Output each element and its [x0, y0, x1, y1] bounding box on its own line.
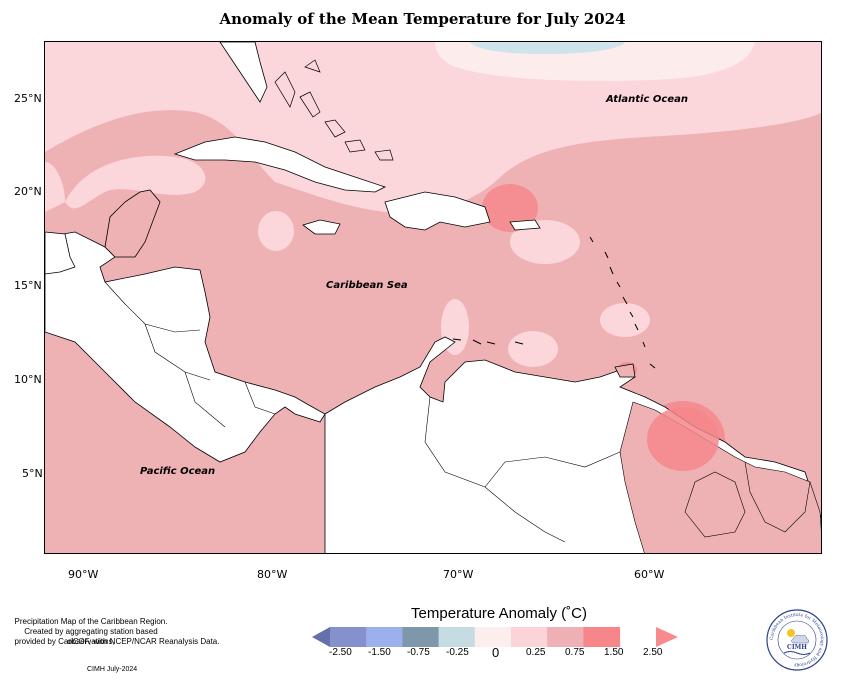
anomaly-spot-pr [510, 220, 580, 264]
legend-cell-7 [583, 627, 621, 647]
legend-colorbar [312, 627, 678, 647]
border-central-america [104, 281, 276, 428]
border-venezuela [424, 396, 621, 543]
lon-label-80w: 80°W [257, 568, 288, 581]
legend-cell-5 [511, 627, 548, 647]
legend-label-neg2.50: -2.50 [329, 647, 352, 658]
land-florida [219, 42, 268, 103]
legend-label-neg1.50: -1.50 [368, 647, 391, 658]
lon-label-60w: 60°W [634, 568, 665, 581]
anomaly-hotspot-hispaniola [482, 184, 538, 232]
anomaly-spot-margarita [508, 331, 558, 367]
land-jamaica [302, 219, 341, 235]
lat-label-20n: 20°N [14, 185, 42, 198]
anomaly-zone-gulf [65, 155, 206, 209]
anomaly-zone-west [45, 162, 65, 212]
legend-arrow-left [312, 627, 330, 647]
legend-label-0.25: 0.25 [526, 647, 546, 658]
lat-label-25n: 25°N [14, 92, 42, 105]
map-title: Anomaly of the Mean Temperature for July… [219, 10, 626, 28]
land-lesser-antilles [589, 236, 656, 369]
credit-text: CIMH July-2024 [87, 666, 138, 673]
cimh-logo: Caribbean Institute for Meteorology and … [766, 609, 828, 671]
lon-label-70w: 70°W [443, 568, 474, 581]
legend-cell-3 [438, 627, 476, 647]
logo-cloud-icon [791, 634, 809, 644]
logo-name: CIMH [787, 644, 807, 651]
label-pacific-ocean: Pacific Ocean [140, 466, 216, 477]
land-yucatan [104, 189, 161, 258]
legend-cell-0 [330, 627, 367, 647]
land-hispaniola [384, 191, 491, 231]
legend-label-0.75: 0.75 [565, 647, 585, 658]
legend-cell-1 [366, 627, 403, 647]
anomaly-zone-north [45, 42, 821, 214]
note-line-2: Created by aggregating station based obs… [24, 627, 158, 646]
legend-label-0: 0 [492, 645, 500, 660]
legend-label-neg0.75: -0.75 [407, 647, 430, 658]
anomaly-spot-lesser-antilles [600, 303, 650, 337]
border-suriname [744, 461, 811, 533]
anomaly-hotspot-guyana-land [647, 407, 719, 471]
logo-sun-icon [787, 629, 795, 637]
note-line-3: provided by CariCOF, with NCEP/NCAR Rean… [14, 637, 220, 646]
map-panel [44, 41, 822, 554]
legend-arrow-right [656, 627, 678, 647]
land-mexico-west [45, 231, 76, 275]
border-guyana [684, 471, 746, 538]
legend-cell-4 [474, 627, 512, 647]
legend-cell-6 [547, 627, 584, 647]
legend-label-1.50: 1.50 [604, 647, 624, 658]
anomaly-spot-jamaica [258, 211, 294, 251]
lat-label-15n: 15°N [14, 279, 42, 292]
legend-label-2.50: 2.50 [643, 647, 663, 658]
land-central-america [45, 231, 326, 463]
logo-wave-icon [783, 651, 811, 655]
label-caribbean-sea: Caribbean Sea [326, 280, 408, 291]
land-abc-islands [452, 338, 524, 345]
anomaly-zone-negative [470, 42, 625, 54]
note-line-1: Precipitation Map of the Caribbean Regio… [14, 617, 168, 626]
land-puerto-rico [509, 219, 541, 231]
lon-label-90w: 90°W [68, 568, 99, 581]
land-trinidad [614, 363, 636, 378]
lat-label-5n: 5°N [22, 467, 43, 480]
lat-label-10n: 10°N [14, 373, 42, 386]
land-bahamas [274, 59, 394, 161]
legend-label-neg0.25: -0.25 [446, 647, 469, 658]
land-cuba [173, 136, 387, 193]
label-atlantic-ocean: Atlantic Ocean [606, 94, 688, 105]
legend-title: Temperature Anomaly (˚C) [411, 605, 587, 622]
anomaly-map [45, 42, 821, 553]
legend-cell-2 [402, 627, 440, 647]
